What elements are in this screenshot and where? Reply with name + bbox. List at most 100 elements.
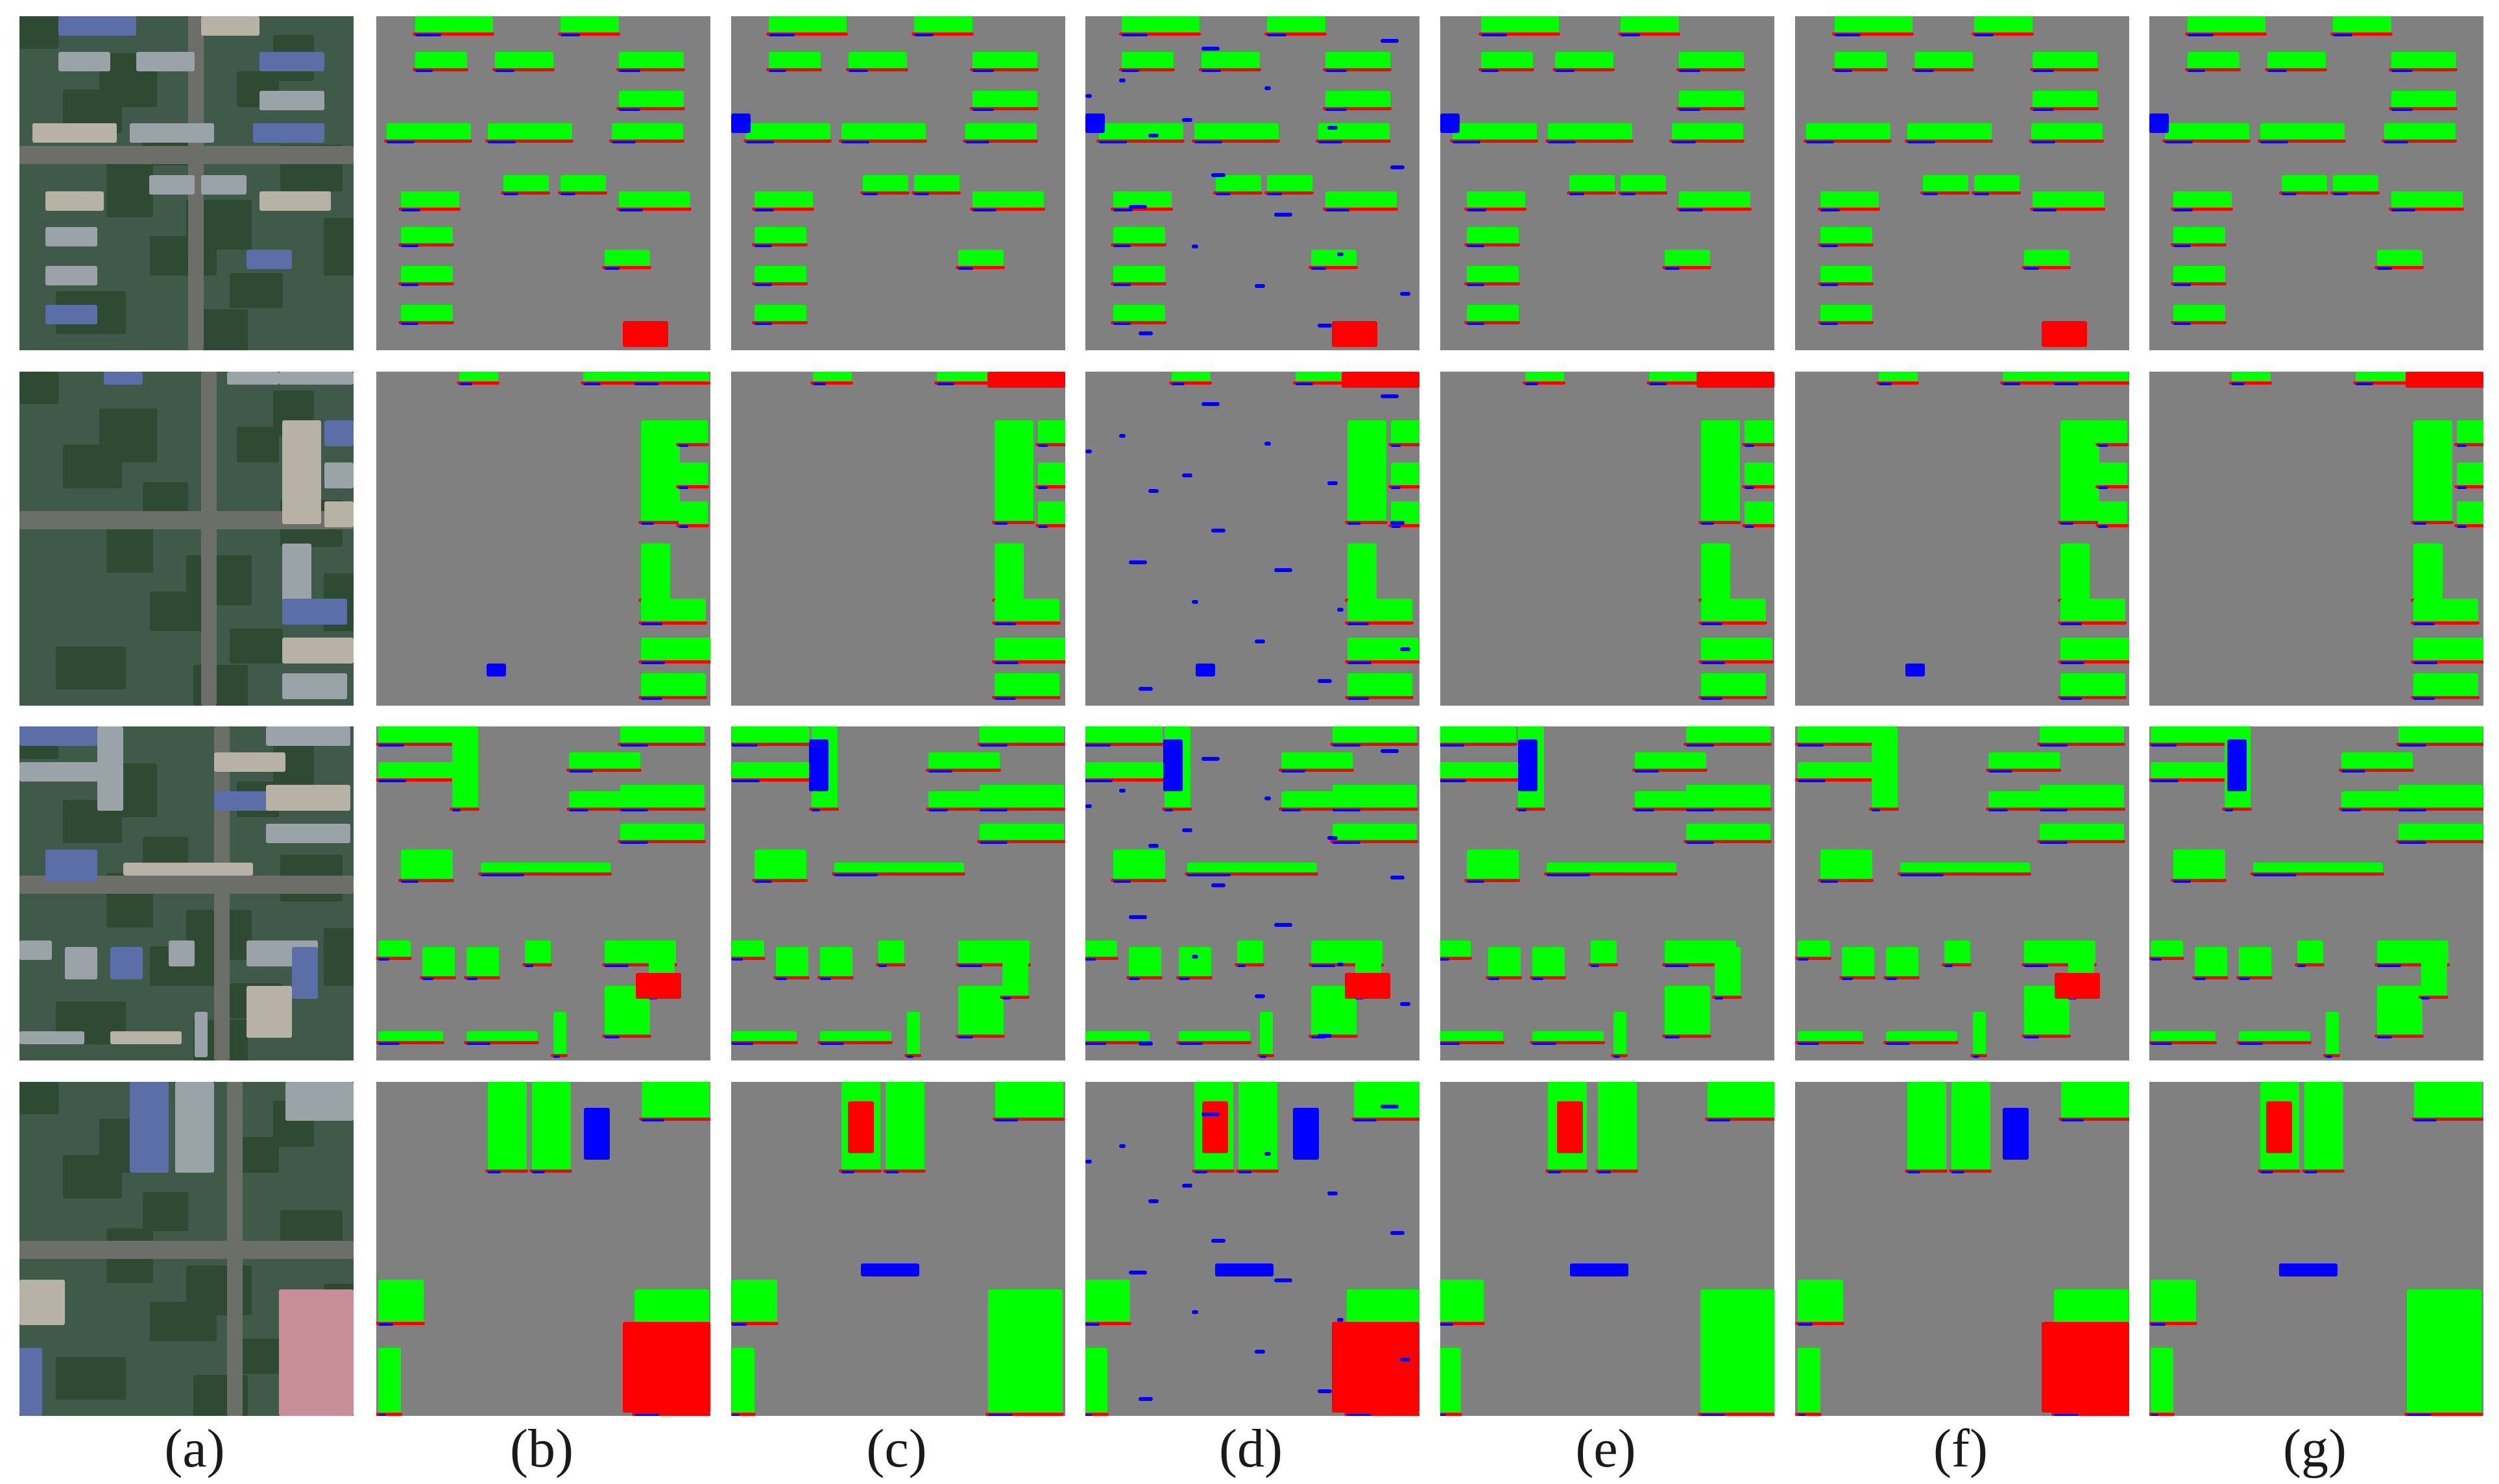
false-positive-speck — [1390, 521, 1405, 525]
false-negative-edge — [1795, 1041, 1864, 1044]
segmentation-map-r3-c5 — [1440, 726, 1774, 1060]
false-positive-edge — [2173, 283, 2191, 286]
false-negative-edge — [992, 660, 1065, 664]
false-positive-speck — [1318, 679, 1332, 683]
false-negative-edge — [2353, 381, 2409, 385]
false-positive-speck — [1337, 963, 1344, 966]
false-negative-edge — [1035, 524, 1065, 527]
false-negative-edge — [1464, 321, 1520, 324]
false-positive-edge — [849, 69, 868, 72]
false-negative-edge — [1986, 769, 2061, 772]
building-prediction — [1973, 1012, 1986, 1057]
false-positive-speck — [1390, 1231, 1405, 1235]
false-positive-speck — [1390, 165, 1405, 169]
false-negative-region — [2042, 321, 2087, 347]
false-positive-edge — [1325, 69, 1347, 72]
false-positive-edge — [2407, 1414, 2432, 1416]
building-roof — [282, 544, 311, 602]
false-negative-edge — [1345, 660, 1419, 664]
false-negative-edge — [1176, 976, 1213, 979]
false-negative-edge — [1309, 266, 1358, 269]
building-prediction — [1179, 947, 1211, 979]
false-positive-region — [861, 1263, 919, 1276]
building-prediction — [995, 599, 1059, 625]
false-negative-edge — [992, 621, 1061, 625]
building-prediction — [995, 673, 1059, 699]
false-negative-edge — [911, 32, 974, 36]
false-positive-edge — [2151, 1042, 2173, 1045]
false-positive-edge — [1318, 141, 1342, 143]
false-positive-edge — [2341, 809, 2361, 811]
building-prediction — [2413, 673, 2478, 699]
false-positive-speck — [1255, 994, 1265, 998]
false-negative-edge — [2000, 381, 2056, 385]
false-positive-edge — [1798, 1414, 1805, 1416]
false-positive-edge — [1907, 141, 1936, 143]
aerial-image-r3-c1 — [19, 726, 354, 1060]
tree-canopy — [106, 163, 153, 217]
false-positive-edge — [2033, 69, 2055, 72]
false-positive-edge — [503, 193, 519, 195]
false-negative-edge — [2030, 208, 2105, 211]
building-prediction — [2060, 599, 2125, 625]
false-negative-edge — [1345, 696, 1414, 699]
false-negative-edge — [1479, 68, 1534, 71]
false-positive-edge — [2060, 522, 2073, 525]
false-negative-edge — [1450, 139, 1538, 143]
building-prediction — [1260, 1012, 1273, 1057]
false-positive-edge — [1281, 809, 1301, 811]
false-positive-edge — [415, 69, 433, 72]
false-positive-edge — [995, 522, 1008, 525]
segmentation-map-r4-c4 — [1085, 1082, 1419, 1416]
building-prediction — [1701, 420, 1740, 524]
false-negative-edge — [1530, 976, 1566, 979]
false-negative-edge — [398, 879, 454, 882]
false-positive-edge — [2304, 1171, 2317, 1173]
false-negative-edge — [1876, 381, 1919, 385]
false-negative-edge — [752, 208, 814, 211]
false-positive-region — [1905, 664, 1925, 676]
false-negative-edge — [1330, 808, 1418, 811]
false-positive-edge — [1267, 193, 1283, 195]
false-negative-edge — [985, 1413, 1064, 1416]
false-negative-edge — [1972, 32, 2034, 36]
building-prediction — [641, 673, 706, 699]
false-positive-speck — [1264, 796, 1271, 800]
false-positive-edge — [1347, 662, 1371, 664]
false-positive-edge — [732, 780, 760, 782]
false-negative-edge — [2222, 808, 2252, 811]
building-prediction — [378, 1348, 401, 1416]
false-positive-edge — [755, 245, 772, 247]
false-negative-edge — [934, 381, 990, 385]
false-negative-edge — [1464, 282, 1520, 285]
tree-canopy — [324, 218, 354, 276]
false-positive-speck — [1129, 205, 1147, 209]
false-positive-edge — [1886, 1042, 1910, 1045]
false-negative-edge — [2419, 996, 2448, 999]
false-positive-speck — [1119, 1144, 1126, 1148]
false-positive-edge — [525, 964, 534, 967]
false-positive-speck — [1119, 78, 1126, 82]
false-negative-edge — [609, 139, 684, 143]
false-positive-edge — [1172, 383, 1185, 385]
false-negative-edge — [464, 1041, 539, 1044]
false-positive-edge — [2398, 809, 2427, 811]
building-prediction — [1665, 986, 1710, 1038]
false-positive-edge — [1679, 69, 1701, 72]
false-positive-edge — [1621, 34, 1640, 36]
building-roof — [195, 1012, 208, 1057]
road — [201, 372, 217, 706]
false-positive-edge — [980, 809, 1008, 811]
false-negative-edge — [2382, 139, 2457, 143]
false-positive-speck — [1274, 1278, 1292, 1282]
false-negative-edge — [731, 1041, 798, 1044]
false-negative-edge — [1883, 976, 1920, 979]
false-positive-edge — [1085, 744, 1111, 747]
building-prediction — [2239, 947, 2271, 979]
false-negative-edge — [1323, 208, 1398, 211]
false-positive-edge — [2384, 141, 2408, 143]
false-negative-edge — [1818, 243, 1874, 246]
false-negative-edge — [1662, 266, 1711, 269]
false-negative-edge — [478, 872, 612, 876]
false-positive-edge — [1179, 977, 1190, 980]
